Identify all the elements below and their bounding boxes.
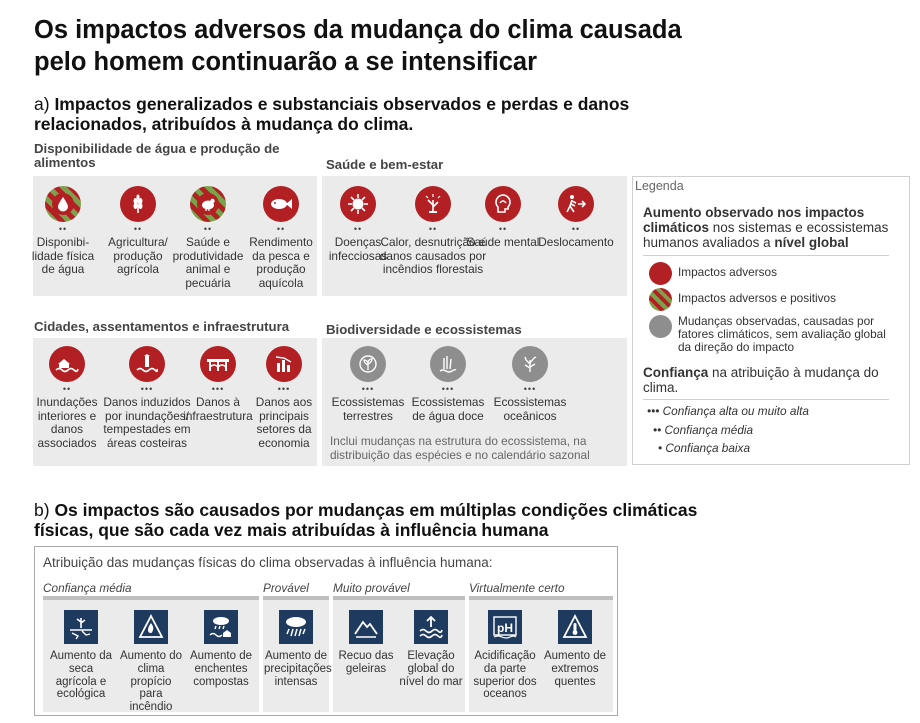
grey-impact-circle — [512, 346, 548, 382]
legend-confidence-heading: Confiança na atribuição à mudança do cli… — [643, 365, 879, 395]
impact-economy: ••• Danos aos principais setores da econ… — [245, 346, 323, 450]
ph-icon: pH — [493, 616, 517, 639]
group-likely: Provável Aumento de precipitações intens… — [263, 581, 332, 712]
economy-icon — [275, 356, 292, 372]
adverse-impact-circle — [129, 346, 165, 382]
legend-item-mixed: Impactos adversos e positivos — [649, 288, 896, 311]
impact-fisheries: •• Rendimento da pesca e produção aquíco… — [242, 186, 320, 290]
section-b-prefix: b) — [34, 500, 50, 520]
attribution-header: Atribuição das mudanças físicas do clima… — [43, 555, 493, 570]
legend-divider — [643, 255, 889, 256]
group-medium-confidence: Confiança média Aumento da seca agrícola… — [43, 581, 259, 714]
legend-item-adverse: Impactos adversos — [649, 262, 896, 285]
impact-infectious-disease: •• Doenças infecciosas — [319, 186, 397, 263]
mental-health-icon — [495, 194, 511, 213]
glacier-icon — [354, 620, 378, 638]
fish-icon — [271, 199, 292, 209]
legend-divider — [643, 399, 889, 400]
adverse-impact-circle — [120, 186, 156, 222]
section-a-title: a) Impactos generalizados e substanciais… — [34, 94, 634, 134]
impact-inland-flood: •• Inundações interiores e danos associa… — [28, 346, 106, 450]
adverse-impact-circle — [485, 186, 521, 222]
svg-text:pH: pH — [497, 621, 513, 635]
biodiversity-note: Inclui mudanças na estrutura do ecossist… — [330, 434, 590, 462]
impact-freshwater-ecosystems: ••• Ecossistemas de água doce — [409, 346, 487, 423]
sea-level-icon — [419, 615, 443, 639]
category-title-water-food: Disponibilidade de água e produção de al… — [34, 141, 280, 170]
heavy-rain-icon — [286, 617, 306, 637]
adverse-impact-circle — [200, 346, 236, 382]
coastal-flood-icon — [136, 354, 158, 373]
legend-title: Legenda — [635, 179, 684, 193]
compound-flood-icon — [209, 617, 231, 638]
group-virtually-certain: Virtualmente certo pH Acidificação da pa… — [469, 581, 613, 712]
displacement-icon — [566, 195, 587, 213]
chicken-icon — [202, 198, 215, 211]
section-a-prefix: a) — [34, 94, 50, 114]
heat-plant-icon — [425, 194, 441, 213]
category-title-biodiversity: Biodiversidade e ecossistemas — [326, 322, 522, 337]
impact-ocean-ecosystems: ••• Ecossistemas oceânicos — [491, 346, 569, 423]
category-title-health: Saúde e bem-estar — [326, 157, 444, 172]
main-title: Os impactos adversos da mudança do clima… — [34, 16, 682, 76]
impact-water-availability: •• Disponibi-lidade física de água — [24, 186, 102, 277]
group-very-likely: Muito provável Recuo das geleiras Elevaç… — [333, 581, 465, 712]
section-b-heading: Os impactos são causados por mudanças em… — [34, 500, 698, 540]
confidence-high: ••• Confiança alta ou muito alta — [647, 404, 809, 418]
virus-icon — [348, 194, 368, 214]
adverse-impact-circle — [266, 346, 302, 382]
adverse-impact-circle — [558, 186, 594, 222]
hot-extremes-icon — [562, 614, 588, 638]
section-b-title: b) Os impactos são causados por mudanças… — [34, 500, 714, 540]
attr-drought: Aumento da seca agrícola e ecológica — [49, 610, 113, 701]
legend: Legenda Aumento observado nos impactos c… — [632, 176, 910, 465]
attr-fire-weather: Aumento do clima propício para incêndio — [119, 610, 183, 714]
grey-swatch — [649, 315, 672, 338]
impact-displacement: •• Deslocamento — [531, 186, 621, 250]
attr-sea-level-rise: Elevação global do nível do mar — [399, 610, 463, 688]
wheat-icon — [133, 194, 143, 213]
mixed-swatch — [649, 288, 672, 311]
impact-coastal-flood: ••• Danos induzidos por inundações/ temp… — [100, 346, 194, 450]
drought-icon — [70, 618, 92, 640]
terrestrial-ecosystem-icon — [359, 355, 377, 373]
infrastructure-icon — [207, 359, 229, 371]
impact-heat-malnutrition: •• Calor, desnutrição e danos causados p… — [371, 186, 495, 277]
impact-terrestrial-ecosystems: ••• Ecossistemas terrestres — [329, 346, 407, 423]
impact-livestock: •• Saúde e produtividade animal e pecuár… — [169, 186, 247, 290]
adverse-impact-circle — [340, 186, 376, 222]
attr-hot-extremes: Aumento de extremos quentes — [543, 610, 607, 688]
adverse-swatch — [649, 262, 672, 285]
adverse-impact-circle — [49, 346, 85, 382]
impact-agriculture: •• Agricultura/ produção agrícola — [99, 186, 177, 277]
attr-glacier-retreat: Recuo das geleiras — [334, 610, 398, 676]
mixed-impact-circle — [190, 186, 226, 222]
adverse-impact-circle — [415, 186, 451, 222]
impact-infrastructure: ••• Danos à infraestrutura — [179, 346, 257, 423]
attr-ocean-acidification: pH Acidificação da parte superior dos oc… — [473, 610, 537, 701]
attr-compound-flood: Aumento de enchentes compostas — [189, 610, 253, 688]
ocean-ecosystem-icon — [524, 356, 537, 372]
confidence-low: • Confiança baixa — [658, 441, 751, 455]
water-drop-icon — [58, 197, 68, 212]
category-title-cities: Cidades, assentamentos e infraestrutura — [34, 319, 290, 334]
legend-item-grey: Mudanças observadas, causadas por fatore… — [649, 315, 890, 354]
inland-flood-icon — [55, 359, 79, 373]
freshwater-ecosystem-icon — [439, 356, 457, 373]
adverse-impact-circle — [263, 186, 299, 222]
mixed-impact-circle — [45, 186, 81, 222]
grey-impact-circle — [350, 346, 386, 382]
impact-mental-health: •• Saúde mental — [464, 186, 542, 250]
attribution-box: Atribuição das mudanças físicas do clima… — [34, 546, 618, 716]
section-a-heading: Impactos generalizados e substanciais ob… — [34, 94, 630, 134]
attr-heavy-rain: Aumento de precipitações intensas — [264, 610, 332, 688]
fire-weather-icon — [138, 614, 164, 638]
confidence-medium: •• Confiança média — [653, 423, 754, 437]
grey-impact-circle — [430, 346, 466, 382]
legend-observed-heading: Aumento observado nos impactos climático… — [643, 205, 889, 250]
